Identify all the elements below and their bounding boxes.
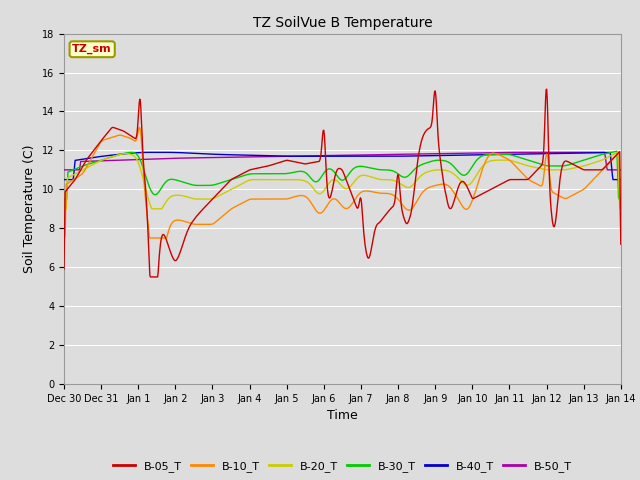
Text: TZ_sm: TZ_sm [72,44,112,54]
Y-axis label: Soil Temperature (C): Soil Temperature (C) [23,144,36,273]
X-axis label: Time: Time [327,409,358,422]
Legend: B-05_T, B-10_T, B-20_T, B-30_T, B-40_T, B-50_T: B-05_T, B-10_T, B-20_T, B-30_T, B-40_T, … [108,457,577,477]
Title: TZ SoilVue B Temperature: TZ SoilVue B Temperature [253,16,432,30]
